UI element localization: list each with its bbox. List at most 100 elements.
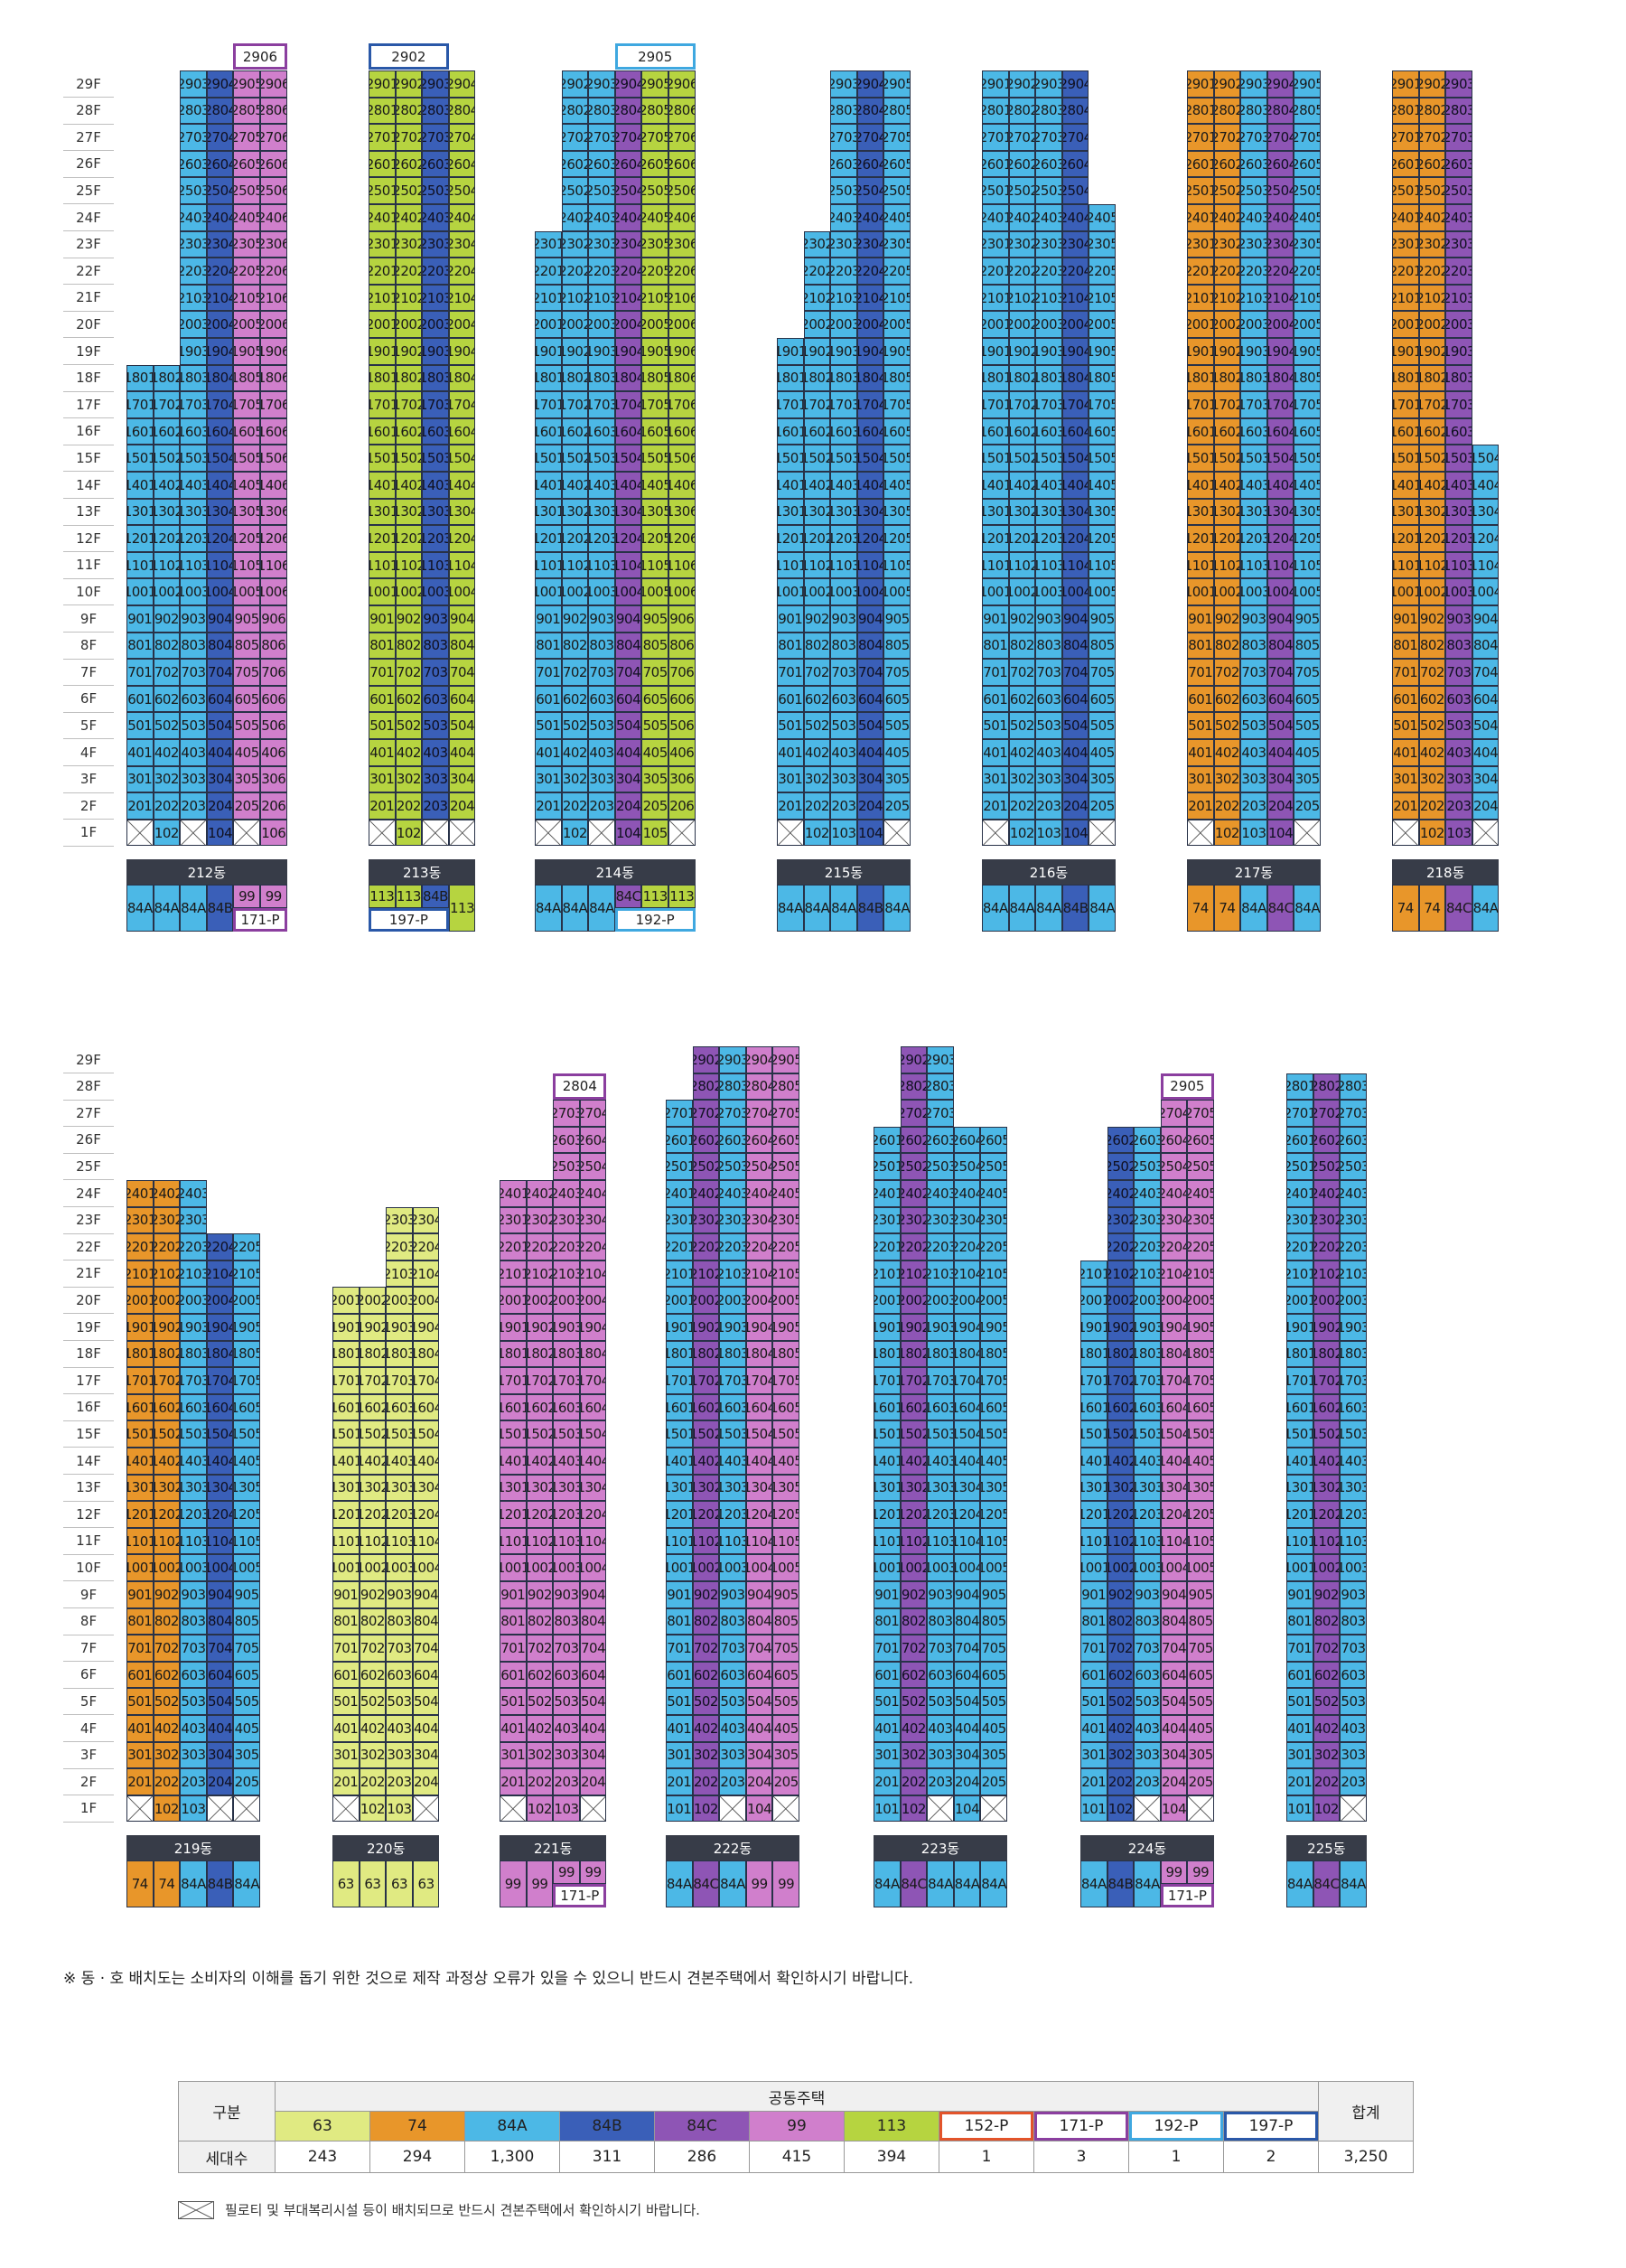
unit-cell: 2704 [448,124,476,151]
unit-cell: 402 [359,1715,387,1742]
unit-cell: 2401 [982,204,1009,231]
penthouse-type-197-P: 197-P [369,908,449,932]
unit-cell: 702 [1418,659,1446,686]
unit-cell: 1206 [668,525,696,552]
unit-cell: 2902 [692,1046,720,1073]
unit-cell: 503 [830,712,857,739]
unit-cell: 2201 [126,1233,154,1261]
unit-cell: 2204 [206,258,234,285]
unit-cell: 801 [874,1607,901,1635]
unit-cell: 105 [641,819,668,847]
floor-label: 29F [63,1046,114,1073]
pilotis-cell [982,819,1009,847]
unit-cell: 104 [1160,1795,1188,1823]
type-cell-84A: 84A [535,885,562,932]
unit-cell: 506 [668,712,696,739]
unit-cell: 201 [982,792,1009,820]
summary-type-152-P: 152-P [939,2111,1034,2141]
unit-cell: 2401 [1392,204,1419,231]
unit-cell: 102 [153,819,181,847]
unit-cell: 402 [395,739,423,766]
unit-cell: 1003 [1134,1554,1161,1581]
unit-cell: 1802 [1213,364,1241,392]
summary-count-84B: 311 [559,2141,655,2173]
unit-cell: 2104 [1266,284,1294,312]
unit-cell: 1603 [1340,1393,1367,1421]
unit-cell: 801 [369,632,396,660]
type-cell-84A: 84A [1340,1860,1367,1907]
unit-cell: 1001 [1187,578,1214,605]
unit-cell: 1603 [830,417,857,445]
unit-cell: 903 [553,1581,580,1608]
unit-cell: 2301 [126,1206,154,1234]
unit-cell: 2505 [641,177,668,204]
unit-cell: 302 [395,765,423,793]
summary-type-84B: 84B [559,2111,655,2141]
floor-label: 17F [63,1367,114,1395]
unit-cell: 1005 [233,1554,260,1581]
type-cell-99: 99 [1160,1860,1188,1884]
unit-cell: 502 [1313,1688,1341,1715]
unit-cell: 2804 [614,97,642,125]
unit-cell: 2003 [1035,311,1062,338]
unit-cell: 1103 [386,1527,413,1555]
floor-label: 12F [63,525,114,553]
type-cell-84A: 84A [588,885,615,932]
unit-cell: 304 [1472,765,1500,793]
unit-cell: 2803 [180,97,207,125]
unit-cell: 702 [900,1635,928,1662]
unit-cell: 2501 [874,1153,901,1180]
unit-cell: 2401 [500,1180,527,1207]
unit-cell: 202 [1418,792,1446,820]
unit-cell: 1404 [1266,472,1294,499]
unit-cell: 2301 [1187,230,1214,258]
unit-cell: 2201 [535,258,562,285]
unit-cell: 601 [982,685,1009,713]
unit-cell: 2703 [422,124,449,151]
unit-cell: 2304 [579,1206,607,1234]
unit-cell: 2404 [614,204,642,231]
unit-cell: 1503 [422,445,449,472]
type-cell-84C: 84C [1445,885,1472,932]
unit-cell: 701 [666,1635,693,1662]
unit-cell: 1003 [719,1554,746,1581]
unit-cell: 1703 [588,391,615,418]
unit-cell: 1003 [1240,578,1267,605]
unit-cell: 2303 [719,1206,746,1234]
unit-cell: 2503 [422,177,449,204]
summary-count-63: 243 [275,2141,370,2173]
unit-cell: 1203 [1240,525,1267,552]
unit-cell: 1503 [1240,445,1267,472]
unit-cell: 1603 [180,1393,207,1421]
type-cell-84A: 84A [1294,885,1321,932]
unit-cell: 2104 [953,1260,981,1288]
unit-cell: 1703 [1340,1367,1367,1394]
unit-cell: 2303 [1240,230,1267,258]
unit-cell: 2005 [233,1287,260,1314]
unit-cell: 1004 [1472,578,1500,605]
unit-cell: 1402 [1313,1448,1341,1475]
unit-cell: 901 [1080,1581,1107,1608]
unit-cell: 205 [883,792,911,820]
penthouse-type-171-P: 171-P [1160,1884,1214,1907]
unit-cell: 2906 [668,70,696,98]
unit-cell: 2001 [332,1287,360,1314]
unit-cell: 1205 [233,1501,260,1528]
unit-cell: 1202 [900,1501,928,1528]
unit-cell: 2803 [830,97,857,125]
summary-row-header: 구분 [178,2081,276,2141]
